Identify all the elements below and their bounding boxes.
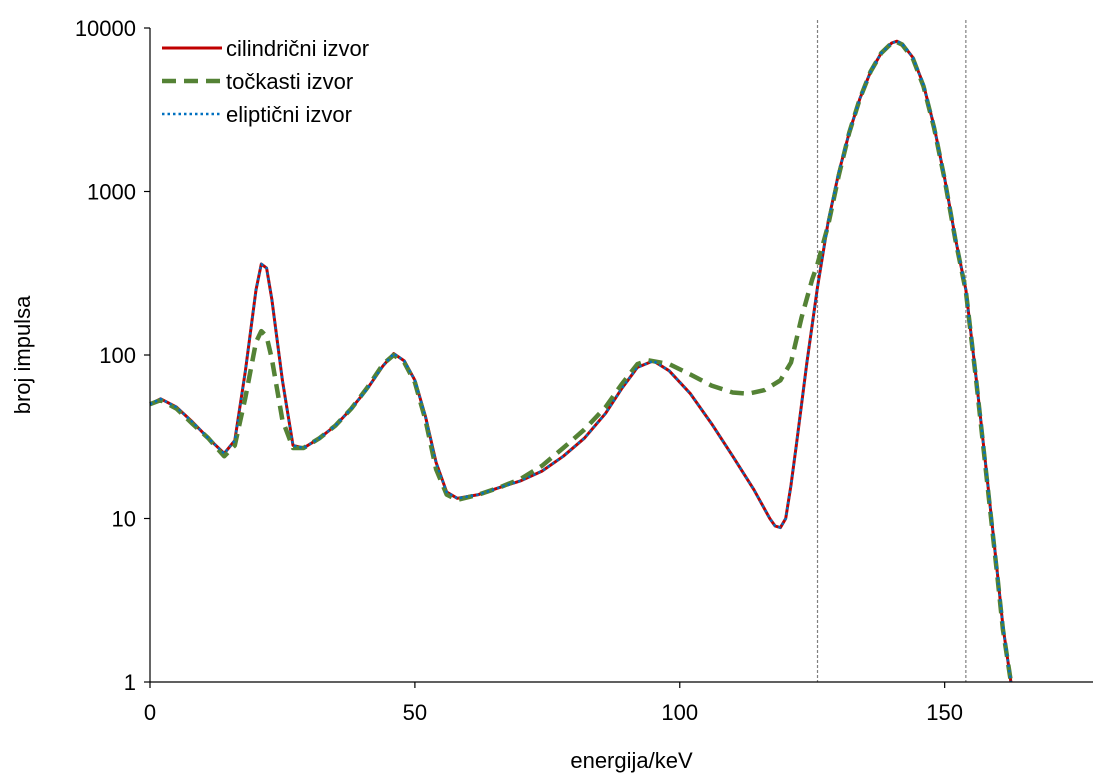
y-tick-label: 1000 xyxy=(87,180,136,205)
legend: cilindrični izvor točkasti izvor eliptični… xyxy=(162,36,369,127)
y-axis-title: broj impulsa xyxy=(10,295,35,414)
y-tick-label: 10000 xyxy=(75,16,136,41)
x-tick-label: 0 xyxy=(144,700,156,725)
x-axis-ticks: 0 50 100 150 xyxy=(144,682,963,725)
x-axis-title: energija/keV xyxy=(570,748,693,773)
x-tick-label: 50 xyxy=(403,700,427,725)
series-line-3 xyxy=(149,39,1013,683)
series-layer xyxy=(149,39,1014,683)
series-line-2 xyxy=(149,39,1014,683)
legend-label-1: cilindrični izvor xyxy=(226,36,369,61)
y-tick-label: 10 xyxy=(112,507,136,532)
x-tick-label: 150 xyxy=(926,700,963,725)
y-tick-label: 100 xyxy=(99,343,136,368)
reference-lines xyxy=(816,20,967,682)
legend-label-2: točkasti izvor xyxy=(226,69,353,94)
legend-label-3: eliptični izvor xyxy=(226,102,352,127)
y-axis-ticks: 1 10 100 1000 10000 xyxy=(75,16,150,695)
y-tick-label: 1 xyxy=(124,670,136,695)
x-tick-label: 100 xyxy=(661,700,698,725)
